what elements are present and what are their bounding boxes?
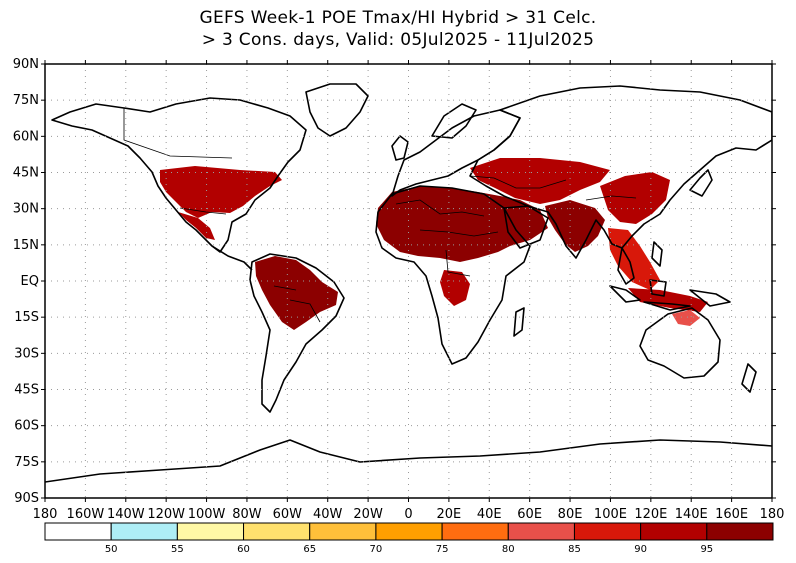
heat-region-mexico	[178, 212, 215, 240]
lon-tick-label: 180	[33, 507, 58, 522]
lon-tick-label: 60W	[273, 507, 303, 522]
lon-tick-label: 0	[404, 507, 412, 522]
colorbar-label: 95	[700, 544, 713, 555]
heat-region-north-africa-arabia	[376, 186, 548, 262]
country-borders	[123, 108, 637, 323]
colorbar-swatch	[640, 522, 708, 541]
lat-tick-label: 75S	[14, 455, 39, 470]
heat-region-north-america	[160, 166, 282, 218]
lon-tick-label: 20E	[437, 507, 462, 522]
lon-tick-label: 80W	[232, 507, 262, 522]
lon-tick-label: 40E	[477, 507, 502, 522]
lon-tick-label: 140E	[675, 507, 708, 522]
lat-tick-label: 75N	[13, 93, 39, 108]
lat-tick-label: 60N	[13, 129, 39, 144]
lon-tick-label: 100W	[188, 507, 226, 522]
colorbar-label: 85	[568, 544, 581, 555]
lon-tick-label: 120E	[634, 507, 667, 522]
colorbar-swatch	[243, 522, 311, 541]
lat-tick-label: 30S	[14, 346, 39, 361]
lat-tick-label: 90S	[14, 491, 39, 506]
graticule	[45, 64, 772, 498]
colorbar-label: 90	[634, 544, 647, 555]
coastlines	[45, 83, 772, 483]
lat-tick-label: 15N	[13, 238, 39, 253]
map-axes: 90N75N60N45N30N15NEQ15S30S45S60S75S90S18…	[13, 57, 785, 522]
colorbar-swatch	[375, 522, 443, 541]
heat-region-central-asia	[470, 158, 610, 204]
heat-region-south-america	[255, 256, 338, 330]
colorbar-label: 80	[502, 544, 515, 555]
colorbar-label: 55	[171, 544, 184, 555]
lon-tick-label: 80E	[558, 507, 583, 522]
lat-tick-label: 15S	[14, 310, 39, 325]
lon-tick-label: 160E	[715, 507, 748, 522]
lon-tick-label: 100E	[594, 507, 627, 522]
lat-tick-label: 90N	[13, 57, 39, 72]
lat-tick-label: 45N	[13, 166, 39, 181]
colorbar-label: 75	[436, 544, 449, 555]
lon-tick-label: 20W	[353, 507, 383, 522]
map-title-line2: > 3 Cons. days, Valid: 05Jul2025 - 11Jul…	[201, 30, 595, 50]
lon-tick-label: 40W	[313, 507, 343, 522]
colorbar-label: 65	[303, 544, 316, 555]
lon-tick-label: 180	[760, 507, 785, 522]
lon-tick-label: 60E	[517, 507, 542, 522]
colorbar-swatch	[110, 522, 178, 541]
colorbar: 50 55 60 65 70 75 80 85 90 95	[44, 522, 774, 555]
colorbar-label: 70	[370, 544, 383, 555]
colorbar-label: 60	[237, 544, 250, 555]
colorbar-swatch	[706, 522, 774, 541]
map-title-line1: GEFS Week-1 POE Tmax/HI Hybrid > 31 Celc…	[199, 8, 597, 28]
lat-tick-label: 60S	[14, 419, 39, 434]
heat-region-southeast-asia	[608, 228, 660, 290]
lat-tick-label: 45S	[14, 383, 39, 398]
lon-tick-label: 160W	[67, 507, 105, 522]
lon-tick-label: 120W	[147, 507, 185, 522]
colorbar-swatch	[573, 522, 642, 541]
colorbar-swatch	[309, 522, 377, 541]
heat-region-australia-north	[672, 310, 700, 326]
colorbar-swatch	[44, 522, 112, 541]
colorbar-label: 50	[105, 544, 118, 555]
colorbar-swatch	[441, 522, 509, 541]
heat-region-central-africa	[440, 270, 470, 306]
colorbar-swatch	[176, 522, 245, 541]
colorbar-swatch	[507, 522, 575, 541]
lat-tick-label: EQ	[21, 274, 39, 289]
heat-region-south-asia	[545, 200, 605, 252]
lat-tick-label: 30N	[13, 202, 39, 217]
lon-tick-label: 140W	[107, 507, 145, 522]
